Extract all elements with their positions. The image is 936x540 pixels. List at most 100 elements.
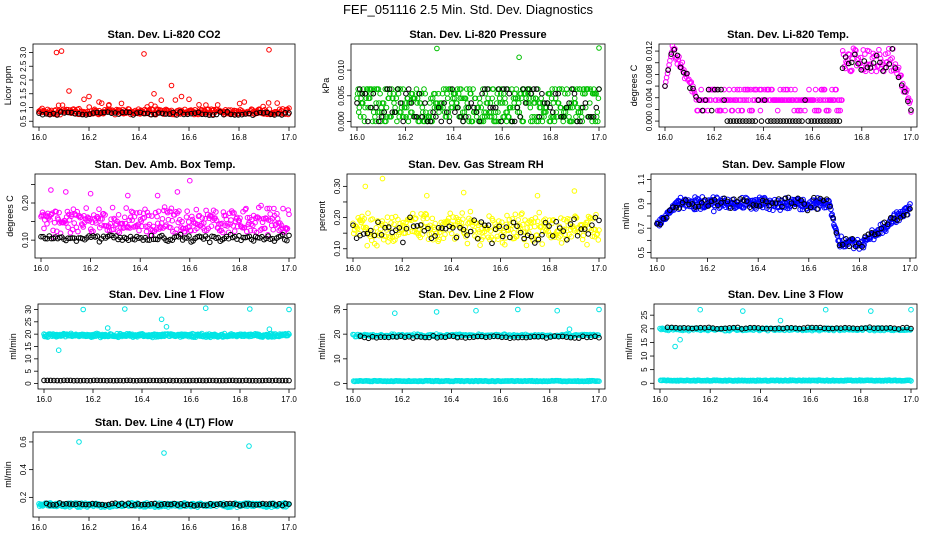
data-point [492, 226, 499, 232]
data-point [266, 326, 273, 333]
data-point [403, 225, 410, 232]
data-point [713, 97, 719, 103]
data-point [253, 229, 260, 236]
data-point [711, 197, 718, 203]
data-point [378, 114, 385, 120]
data-point [202, 305, 209, 312]
data-point [120, 377, 127, 384]
data-point [702, 197, 708, 203]
data-point [788, 200, 795, 206]
y-axis-label: degrees C [629, 64, 639, 106]
y-tick-label: 3.0 [19, 46, 28, 58]
data-point [828, 97, 835, 103]
data-point [253, 110, 260, 117]
data-point [871, 236, 877, 243]
data-point [687, 85, 693, 91]
data-point [448, 230, 455, 237]
data-point [463, 86, 470, 92]
data-point [503, 86, 510, 92]
data-point [422, 100, 428, 106]
data-point [743, 118, 749, 124]
y-tick-label: 20 [333, 329, 342, 338]
y-tick-label: 0.000 [645, 111, 654, 132]
data-point [87, 377, 94, 384]
series-2 [36, 109, 292, 118]
data-point [839, 241, 846, 248]
data-point [536, 114, 543, 120]
data-point [539, 118, 546, 125]
x-tick-label: 16.0 [349, 133, 365, 142]
data-point [96, 501, 102, 508]
data-point [382, 224, 388, 231]
data-point [67, 377, 74, 384]
data-point [459, 95, 465, 102]
data-point [134, 110, 140, 116]
data-point [224, 109, 231, 115]
data-point [507, 104, 514, 111]
data-point [58, 48, 65, 54]
data-point [150, 377, 157, 384]
data-point [867, 65, 874, 71]
data-point [904, 211, 910, 218]
data-point [693, 94, 699, 100]
data-point [125, 192, 131, 199]
data-point [107, 232, 113, 238]
data-point [446, 333, 453, 339]
data-point [886, 61, 893, 67]
series-1 [354, 45, 602, 125]
data-point [372, 114, 378, 120]
data-point [689, 201, 696, 207]
data-point [264, 205, 270, 212]
data-point [286, 331, 292, 338]
data-point [547, 104, 553, 111]
data-point [905, 98, 911, 105]
data-point [489, 95, 496, 102]
data-point [98, 100, 105, 106]
data-point [144, 237, 151, 243]
data-point [153, 226, 160, 232]
data-point [539, 231, 545, 238]
data-point [672, 343, 678, 350]
x-tick-label: 16.4 [132, 264, 148, 273]
y-tick-label: 0.5 [19, 115, 28, 127]
data-point [878, 225, 885, 232]
x-tick-label: 16.8 [231, 523, 247, 532]
data-point [697, 306, 704, 313]
data-point [811, 97, 817, 103]
data-point [370, 90, 377, 97]
data-point [55, 102, 62, 109]
data-point [740, 308, 746, 314]
data-point [741, 86, 747, 93]
data-point [799, 118, 805, 124]
data-point [511, 90, 518, 97]
panel-title: Stan. Dev. Amb. Box Temp. [95, 159, 236, 171]
series-1 [350, 306, 602, 385]
data-point [436, 109, 442, 115]
data-point [676, 205, 683, 211]
data-point [210, 502, 217, 509]
data-point [72, 212, 79, 218]
y-axis-label: kPa [321, 78, 331, 94]
data-point [842, 54, 849, 60]
plot-frame [32, 43, 296, 128]
data-point [48, 187, 54, 193]
data-point [558, 215, 564, 221]
x-tick-label: 16.4 [444, 395, 460, 404]
y-tick-label: 0.008 [645, 64, 654, 85]
data-point [596, 217, 602, 224]
points-layer [350, 306, 602, 385]
data-point [168, 501, 174, 508]
data-point [280, 205, 286, 212]
data-point [206, 112, 213, 118]
data-point [485, 95, 491, 102]
data-point [511, 100, 517, 106]
data-point [196, 102, 202, 108]
data-point [63, 189, 69, 195]
x-tick-label: 16.8 [542, 264, 558, 273]
data-point [539, 241, 546, 247]
data-point [846, 243, 853, 250]
data-point [476, 229, 483, 235]
data-point [507, 234, 513, 241]
x-tick-label: 16.2 [700, 264, 716, 273]
